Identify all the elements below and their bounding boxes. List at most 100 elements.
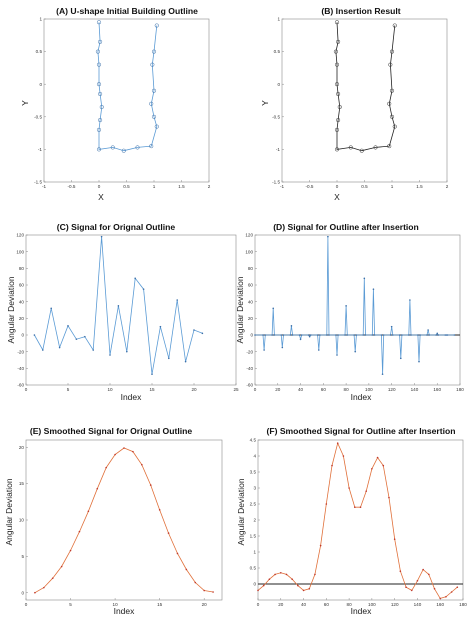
panel-c-data-point: [159, 325, 162, 328]
panel-c-ytick-label: 80: [19, 266, 25, 271]
panel-a-data-point: [150, 62, 155, 67]
panel-d-data-point: [409, 299, 411, 301]
panel-f-data-point: [439, 597, 442, 600]
panel-f-data-point: [354, 506, 356, 509]
panel-f-ytick-label: 3: [253, 486, 256, 491]
panel-f-smoothed: (F) Smoothed Signal for Outline after In…: [236, 426, 467, 616]
panel-c-title: (C) Signal for Orignal Outline: [57, 222, 176, 232]
panel-b-data-point: [336, 39, 341, 44]
panel-a-xlabel: X: [98, 192, 104, 202]
panel-d-data-point: [428, 334, 431, 336]
panel-d-data-point: [264, 334, 267, 336]
panel-d-xtick-label: 80: [344, 387, 350, 392]
panel-f-data-point: [376, 456, 379, 459]
panel-f-ytick-label: 4.5: [250, 438, 257, 443]
panel-a-data-point: [98, 39, 103, 44]
panel-a-xtick-label: 0.5: [123, 184, 130, 189]
panel-c-xtick-label: 0: [25, 387, 28, 392]
panel-f-data-point: [410, 589, 413, 592]
panel-b-data-point: [334, 127, 340, 132]
panel-c-ytick-label: -60: [17, 383, 24, 388]
panel-c-data-point: [50, 307, 52, 310]
panel-d-data-point: [345, 305, 347, 307]
panel-e-data-point: [96, 487, 99, 490]
panel-d-data-point: [300, 334, 303, 336]
panel-d-ytick-label: 0: [250, 333, 253, 338]
panel-c-data-point: [109, 354, 111, 356]
panel-e-data-point: [105, 466, 107, 469]
panel-d-data-point: [371, 334, 374, 336]
panel-f-data-point: [302, 589, 305, 592]
panel-b-data-point: [337, 104, 342, 110]
panel-d-data-point: [389, 334, 392, 336]
panel-d-data-point: [418, 360, 420, 363]
panel-a-ytick-label: 0: [39, 82, 42, 87]
panel-b-data-point: [389, 114, 395, 119]
panel-f-xtick-label: 180: [459, 602, 467, 607]
panel-d-data-point: [373, 334, 376, 336]
panel-f-data-point: [405, 586, 407, 588]
panel-e-data-point: [167, 532, 170, 534]
panel-d-data-point: [446, 334, 449, 336]
panel-c-data-point: [33, 334, 36, 336]
panel-b-data-point: [336, 118, 341, 123]
panel-a-xtick-label: 1.5: [178, 184, 185, 189]
panel-d-data-point: [392, 334, 394, 336]
panel-f-data-point: [371, 468, 373, 470]
panel-c-data-point: [134, 277, 136, 280]
panel-d-data-point: [390, 325, 393, 328]
panel-c-data-point: [58, 346, 61, 349]
panel-c-xlabel: Index: [121, 392, 143, 402]
panel-d-data-point: [372, 288, 375, 290]
panel-d-ytick-label: 40: [248, 299, 254, 304]
panel-f-xlabel: Index: [351, 606, 373, 616]
panel-d-data-point: [307, 334, 310, 336]
panel-d-data-point: [381, 373, 384, 375]
panel-c-ylabel: Angular Deviation: [6, 276, 16, 343]
panel-e-ytick-label: 10: [19, 518, 25, 523]
panel-b-ytick-label: 1: [277, 17, 280, 22]
panel-f-data-point: [319, 544, 322, 547]
panel-b-data-point: [392, 23, 397, 28]
panel-a-data-point: [96, 62, 102, 67]
panel-c-data-point: [117, 305, 120, 307]
panel-b-data-point: [387, 144, 392, 149]
panel-d-data-point: [299, 338, 302, 340]
panel-d-data-point: [401, 334, 403, 336]
panel-e-data-point: [185, 568, 188, 571]
panel-b-xtick-label: 1.5: [416, 184, 423, 189]
panel-a-data-point: [95, 49, 100, 54]
panel-f-xtick-label: 20: [278, 602, 284, 607]
panel-d-data-point: [417, 334, 419, 336]
panel-c-ytick-label: -40: [17, 366, 24, 371]
panel-e-data-point: [123, 447, 125, 449]
panel-f-xtick-label: 100: [368, 602, 376, 607]
panel-b-data-point: [334, 147, 340, 152]
panel-f-xtick-label: 120: [391, 602, 399, 607]
panel-d-data-point: [437, 334, 440, 336]
panel-e-data-point: [176, 552, 179, 555]
panel-d-ylabel: Angular Deviation: [235, 276, 245, 343]
panel-e-xtick-label: 5: [69, 602, 72, 607]
panel-f-data-point: [422, 568, 424, 571]
panel-c-signal: (C) Signal for Orignal Outline Angular D…: [6, 222, 239, 402]
panel-d-data-point: [362, 334, 364, 336]
panel-a-title: (A) U-shape Initial Building Outline: [56, 6, 198, 16]
panel-c-data-point: [100, 235, 103, 238]
panel-b-xtick-label: 1: [391, 184, 394, 189]
panel-d-xtick-label: 160: [433, 387, 441, 392]
panel-a-data-point: [149, 101, 154, 106]
panel-d-ytick-label: 120: [245, 233, 253, 238]
panel-c-ytick-label: -20: [17, 349, 24, 354]
panel-f-ytick-label: 3.5: [250, 470, 257, 475]
panel-f-data-point: [450, 591, 453, 593]
panel-d-data-point: [280, 334, 282, 336]
panel-a-ytick-label: -0.5: [34, 114, 42, 119]
panel-b-xlabel: X: [334, 192, 340, 202]
panel-f-data-point: [342, 455, 345, 457]
panel-a-data-point: [110, 145, 115, 150]
panel-d-ytick-label: -60: [246, 383, 253, 388]
panel-e-xtick-label: 20: [202, 602, 208, 607]
panel-e-data-point: [203, 589, 205, 592]
panel-b-data-point: [348, 145, 353, 150]
